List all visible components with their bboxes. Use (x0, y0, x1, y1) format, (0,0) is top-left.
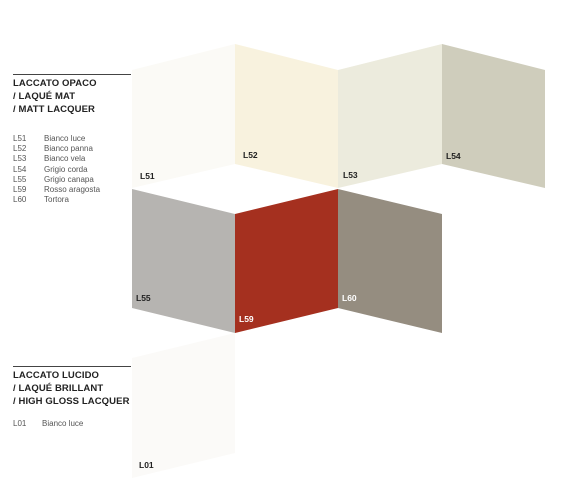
color-code: L60 (13, 195, 27, 205)
swatch-label-l54: L54 (446, 151, 461, 161)
swatch-label-l60: L60 (342, 293, 357, 303)
color-name: Bianco vela (44, 154, 86, 164)
color-name: Bianco luce (42, 419, 84, 428)
list-item: L51 Bianco luce (13, 134, 100, 144)
swatch-panel-l51 (132, 44, 235, 188)
color-code: L52 (13, 144, 27, 154)
list-item: L53 Bianco vela (13, 154, 100, 164)
swatch-panel-l55 (132, 189, 235, 333)
list-item: L59 Rosso aragosta (13, 185, 100, 195)
list-item: L54 Grigio corda (13, 165, 100, 175)
color-name: Grigio corda (44, 164, 88, 174)
list-item: L55 Grigio canapa (13, 175, 100, 185)
swatch-label-l51: L51 (140, 171, 155, 181)
matt-lacquer-title: LACCATO OPACO / LAQUÉ MAT / MATT LACQUER (13, 74, 131, 116)
swatch-panel-l54 (442, 44, 545, 188)
list-item: L52 Bianco panna (13, 144, 100, 154)
color-name: Tortora (44, 195, 69, 205)
swatch-label-l53: L53 (343, 170, 358, 180)
list-item: L60 Tortora (13, 195, 100, 205)
swatch-label-l55: L55 (136, 293, 151, 303)
color-code: L59 (13, 185, 27, 195)
matt-color-list: L51 Bianco luce L52 Bianco panna L53 Bianco… (13, 134, 100, 205)
color-code: L55 (13, 174, 27, 184)
swatch-panel-l01 (132, 333, 235, 478)
color-name: Rosso aragosta (44, 185, 101, 195)
gloss-title-line: LACCATO LUCIDO (13, 370, 100, 381)
color-name: Grigio canapa (44, 174, 94, 184)
gloss-lacquer-title: LACCATO LUCIDO / LAQUÉ BRILLANT / HIGH G… (13, 366, 131, 408)
swatch-panel-l53 (338, 44, 442, 188)
list-item: L01 Bianco luce (13, 419, 83, 429)
swatch-label-l59: L59 (239, 314, 254, 324)
matt-title-line: / MATT LACQUER (13, 104, 95, 115)
swatch-panel-l52 (235, 44, 338, 188)
swatch-label-l52: L52 (243, 150, 258, 160)
color-name: Bianco panna (44, 144, 93, 154)
color-code: L53 (13, 154, 27, 164)
matt-title-line: / LAQUÉ MAT (13, 91, 76, 102)
color-name: Bianco luce (44, 134, 86, 143)
gloss-title-line: / LAQUÉ BRILLANT (13, 383, 104, 394)
color-code: L01 (13, 419, 27, 428)
matt-title-line: LACCATO OPACO (13, 78, 97, 89)
swatch-panel-l59 (235, 189, 338, 333)
color-code: L54 (13, 164, 27, 174)
color-code: L51 (13, 134, 27, 143)
swatch-panel-l60 (338, 189, 442, 333)
swatch-label-l01: L01 (139, 460, 154, 470)
gloss-title-line: / HIGH GLOSS LACQUER (13, 396, 130, 407)
gloss-color-list: L01 Bianco luce (13, 419, 83, 429)
